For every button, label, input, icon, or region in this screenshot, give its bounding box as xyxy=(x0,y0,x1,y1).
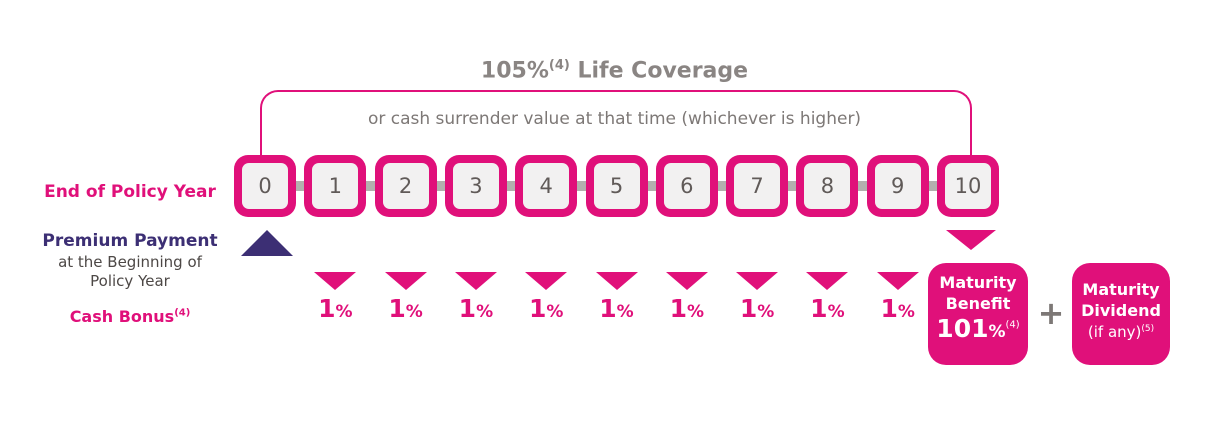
premium-payment-label: Premium Payment xyxy=(42,231,218,251)
coverage-title: 105%(4) Life Coverage xyxy=(480,58,749,84)
cash-bonus-value: 1% xyxy=(318,294,353,323)
premium-payment-sublabel: at the Beginning of Policy Year xyxy=(10,253,250,291)
maturity-benefit-box: Maturity Benefit 101%(4) xyxy=(928,263,1028,365)
cash-bonus-triangle-icon xyxy=(876,272,919,290)
year-number: 8 xyxy=(804,163,851,209)
cash-bonus-value: 1% xyxy=(388,294,423,323)
premium-sub-line2: Policy Year xyxy=(90,272,170,290)
cash-bonus-triangle-icon xyxy=(595,272,638,290)
cash-bonus-value: 1% xyxy=(880,294,915,323)
year-number: 10 xyxy=(945,163,991,209)
premium-sub-line1: at the Beginning of xyxy=(58,253,202,271)
plus-sign: + xyxy=(1037,294,1065,332)
year-box-9: 9 xyxy=(866,155,929,217)
maturity-dividend-note: (if any)(5) xyxy=(1087,323,1155,341)
year-number: 5 xyxy=(593,163,640,209)
maturity-benefit-value: 101%(4) xyxy=(936,314,1020,343)
year-box-4: 4 xyxy=(515,155,578,217)
cash-bonus-triangle-icon xyxy=(525,272,568,290)
cash-bonus-triangle-icon xyxy=(806,272,849,290)
year-box-5: 5 xyxy=(585,155,648,217)
year-number: 1 xyxy=(312,163,359,209)
year-box-7: 7 xyxy=(726,155,789,217)
year-box-2: 2 xyxy=(374,155,437,217)
year-box-3: 3 xyxy=(444,155,507,217)
year-box-1: 1 xyxy=(304,155,367,217)
year-box-0: 0 xyxy=(234,155,296,217)
cash-bonus-triangle-icon xyxy=(736,272,779,290)
year-number: 6 xyxy=(663,163,710,209)
year-number: 2 xyxy=(382,163,429,209)
cash-bonus-value: 1% xyxy=(458,294,494,323)
year-number: 0 xyxy=(242,163,288,209)
cash-bonus-triangle-icon xyxy=(665,272,708,290)
year-number: 9 xyxy=(874,163,921,209)
end-of-policy-year-label: End of Policy Year xyxy=(44,182,216,202)
year-number: 4 xyxy=(523,163,570,209)
cash-bonus-triangle-icon xyxy=(384,272,427,290)
maturity-dividend-box: Maturity Dividend (if any)(5) xyxy=(1072,263,1170,365)
maturity-benefit-title: Maturity Benefit xyxy=(939,273,1017,313)
year-box-6: 6 xyxy=(655,155,718,217)
cash-bonus-value: 1% xyxy=(810,294,845,323)
premium-triangle-icon xyxy=(241,230,293,256)
year-number: 7 xyxy=(734,163,781,209)
year-box-8: 8 xyxy=(796,155,859,217)
cash-bonus-value: 1% xyxy=(739,294,775,323)
cash-bonus-value: 1% xyxy=(599,294,634,323)
cash-bonus-triangle-icon xyxy=(314,272,357,290)
year-number: 3 xyxy=(452,163,499,209)
cash-bonus-triangle-icon xyxy=(454,272,497,290)
coverage-bracket xyxy=(260,90,972,160)
maturity-triangle-icon xyxy=(946,230,996,250)
cash-bonus-value: 1% xyxy=(669,294,705,323)
year-box-10: 10 xyxy=(937,155,999,217)
coverage-subtitle: or cash surrender value at that time (wh… xyxy=(367,109,862,129)
maturity-dividend-title: Maturity Dividend xyxy=(1081,280,1161,320)
cash-bonus-label: Cash Bonus(4) xyxy=(69,307,191,326)
cash-bonus-value: 1% xyxy=(528,294,564,323)
